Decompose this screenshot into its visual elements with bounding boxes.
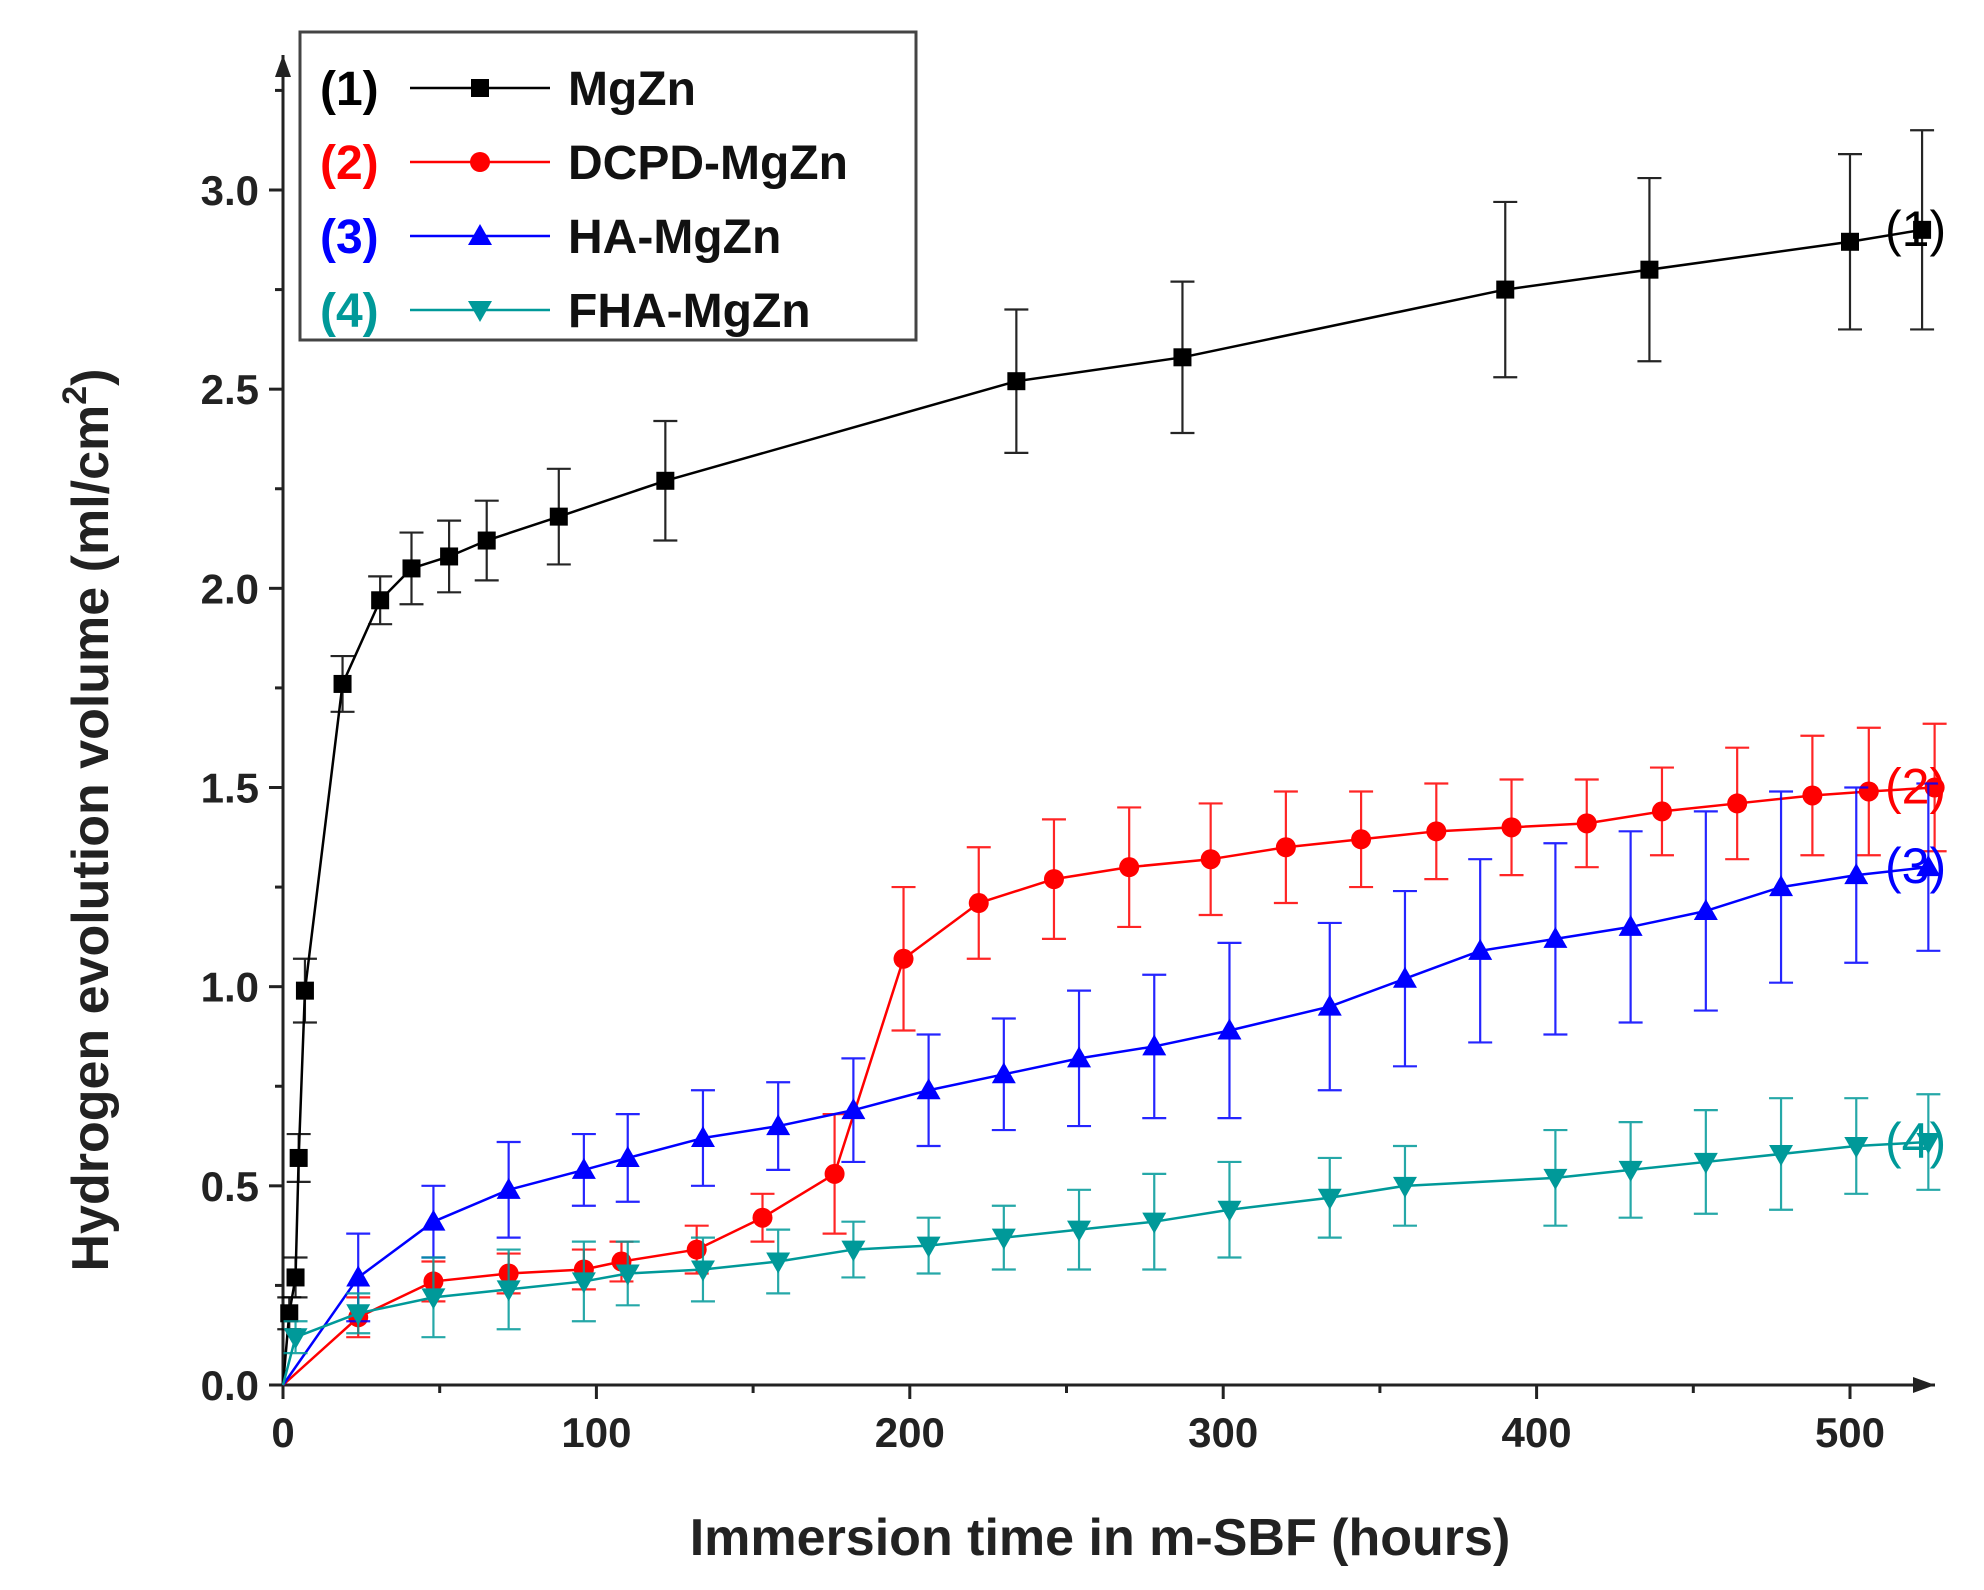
y-axis-title: Hydrogen evolution volume (ml/cm2)	[56, 368, 120, 1271]
data-point	[1426, 821, 1446, 841]
y-tick-label: 2.0	[201, 565, 259, 612]
data-point	[1802, 785, 1822, 805]
series-line	[283, 1142, 1928, 1385]
data-point	[825, 1164, 845, 1184]
end-label-2: (2)	[1885, 759, 1946, 815]
x-tick-label: 300	[1188, 1409, 1258, 1456]
x-axis-title: Immersion time in m-SBF (hours)	[690, 1509, 1511, 1567]
series-ha-mgzn	[283, 784, 1940, 1385]
data-point	[440, 547, 458, 565]
series-end-labels: (1) (2) (3) (4)	[1885, 201, 1946, 1169]
data-point	[1007, 372, 1025, 390]
data-point	[1318, 995, 1342, 1016]
data-point	[894, 949, 914, 969]
data-point	[371, 591, 389, 609]
series-line	[283, 230, 1922, 1385]
series-fha-mgzn	[283, 1094, 1940, 1385]
end-label-1: (1)	[1885, 201, 1946, 257]
data-point	[1351, 829, 1371, 849]
data-point	[1119, 857, 1139, 877]
y-tick-label: 1.5	[201, 765, 259, 812]
legend: (1) MgZn (2) DCPD-MgZn (3) HA-MgZn (4) FHA-MgZn	[300, 32, 916, 340]
series-line	[283, 867, 1928, 1385]
end-label-4: (4)	[1885, 1113, 1946, 1169]
series-line	[283, 788, 1935, 1386]
legend-label: FHA-MgZn	[568, 285, 811, 338]
data-point	[1727, 793, 1747, 813]
legend-label: DCPD-MgZn	[568, 137, 848, 190]
y-axis-title-main: Hydrogen evolution volume (ml/cm	[62, 405, 120, 1272]
y-tick-label: 1.0	[201, 964, 259, 1011]
data-point	[346, 1265, 370, 1286]
legend-tag: (4)	[320, 285, 379, 338]
data-point	[1859, 781, 1879, 801]
legend-marker	[471, 79, 489, 97]
y-tick-label: 0.5	[201, 1163, 259, 1210]
x-axis-arrow	[1913, 1377, 1935, 1393]
data-point	[1577, 813, 1597, 833]
data-point	[550, 508, 568, 526]
data-point	[1276, 837, 1296, 857]
data-point	[1496, 281, 1514, 299]
data-point	[1841, 233, 1859, 251]
data-point	[296, 982, 314, 1000]
end-label-3: (3)	[1885, 838, 1946, 894]
y-axis-title-sup: 2	[56, 386, 94, 405]
y-tick-label: 3.0	[201, 167, 259, 214]
legend-label: HA-MgZn	[568, 211, 781, 264]
data-point	[753, 1208, 773, 1228]
y-axis-title-close: )	[62, 368, 120, 385]
legend-label: MgZn	[568, 63, 696, 116]
legend-tag: (2)	[320, 137, 379, 190]
legend-marker	[470, 152, 490, 172]
data-point	[656, 472, 674, 490]
data-point	[290, 1149, 308, 1167]
data-point	[402, 559, 420, 577]
data-point	[478, 532, 496, 550]
data-point	[1640, 261, 1658, 279]
x-tick-label: 0	[271, 1409, 294, 1456]
data-point	[1044, 869, 1064, 889]
x-tick-label: 500	[1815, 1409, 1885, 1456]
data-point	[1502, 817, 1522, 837]
data-point	[1201, 849, 1221, 869]
legend-tag: (1)	[320, 63, 379, 116]
data-point	[969, 893, 989, 913]
data-point	[334, 675, 352, 693]
legend-tag: (3)	[320, 211, 379, 264]
y-axis-arrow	[275, 55, 291, 77]
x-tick-label: 100	[561, 1409, 631, 1456]
data-point	[1652, 801, 1672, 821]
data-point	[1173, 348, 1191, 366]
data-point	[287, 1268, 305, 1286]
data-point	[421, 1210, 445, 1231]
x-tick-label: 200	[875, 1409, 945, 1456]
hydrogen-evolution-chart: 0 100 200 300 400 500 0.0 0.5 1.0 1.5 2.0 2.5 3.0 (1…	[0, 0, 1984, 1590]
x-tick-label: 400	[1502, 1409, 1572, 1456]
y-tick-label: 2.5	[201, 366, 259, 413]
y-tick-label: 0.0	[201, 1362, 259, 1409]
data-point	[1393, 967, 1417, 988]
data-point	[280, 1304, 298, 1322]
